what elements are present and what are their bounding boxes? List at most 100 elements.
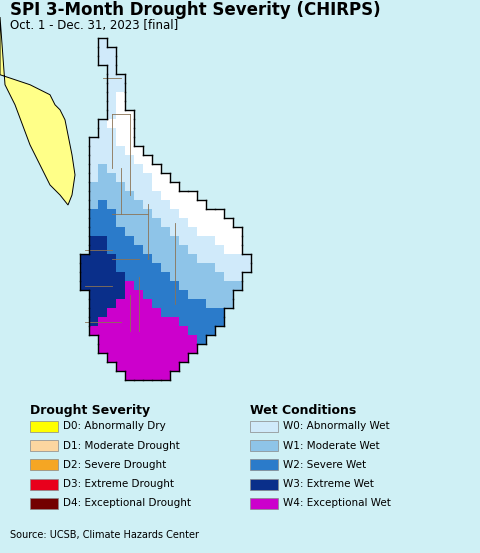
Bar [98,182,107,191]
Bar [233,236,242,245]
Bar [125,137,134,146]
Bar [242,254,251,263]
Bar [152,191,161,200]
Bar [170,290,179,299]
Bar [125,191,134,200]
Bar [152,173,161,182]
Bar [98,218,107,227]
Bar [224,299,233,308]
Bar [143,362,152,372]
Bar [215,209,224,218]
Bar [188,326,197,335]
Bar [89,227,98,236]
Bar [134,308,143,317]
Bar [107,308,116,317]
Bar [98,335,107,345]
Bar [98,299,107,308]
Bar [107,200,116,209]
Bar [206,281,215,290]
Bar [161,290,170,299]
Text: Source: UCSB, Climate Hazards Center: Source: UCSB, Climate Hazards Center [10,530,199,540]
Bar [179,326,188,335]
Bar [188,317,197,326]
Bar [179,317,188,326]
Bar [215,263,224,272]
Bar [215,227,224,236]
Bar [143,191,152,200]
Bar [170,272,179,281]
Bar [188,191,197,200]
Bar [134,290,143,299]
Bar [170,200,179,209]
Bar [89,281,98,290]
Bar [107,353,116,362]
Bar [125,308,134,317]
Bar [98,209,107,218]
Text: Drought Severity: Drought Severity [30,404,150,416]
Bar [107,335,116,345]
Bar [179,272,188,281]
Bar [125,299,134,308]
Bar [161,335,170,345]
Bar [161,254,170,263]
Bar [152,290,161,299]
Bar [143,372,152,380]
Bar [170,345,179,353]
Bar [107,146,116,155]
Bar [134,200,143,209]
Bar [161,326,170,335]
Bar [215,308,224,317]
Bar [233,281,242,290]
Bar [206,272,215,281]
Bar [170,326,179,335]
Bar [161,245,170,254]
Bar [179,290,188,299]
Bar [197,218,206,227]
Bar [215,254,224,263]
Bar [125,345,134,353]
Bar [170,317,179,326]
Bar [188,345,197,353]
Bar [197,290,206,299]
Bar [107,245,116,254]
Bar [98,38,107,46]
Bar [116,308,125,317]
Bar [206,209,215,218]
Bar [98,281,107,290]
Bar [134,227,143,236]
Bar [188,263,197,272]
Bar [170,362,179,372]
Bar [80,263,89,272]
Bar [89,308,98,317]
Bar [134,155,143,164]
Bar [170,308,179,317]
Bar [125,317,134,326]
Text: W4: Exceptional Wet: W4: Exceptional Wet [283,498,391,508]
Bar [215,236,224,245]
Bar [161,353,170,362]
Bar [197,263,206,272]
Bar [107,128,116,137]
Bar [30,421,58,432]
Bar [134,164,143,173]
Bar [161,272,170,281]
Text: W0: Abnormally Wet: W0: Abnormally Wet [283,421,390,431]
Bar [107,281,116,290]
Bar [161,209,170,218]
Bar [215,317,224,326]
Bar [143,272,152,281]
Bar [89,290,98,299]
Bar [215,299,224,308]
Bar [233,227,242,236]
Bar [134,372,143,380]
Bar [206,227,215,236]
Bar [143,218,152,227]
Bar [179,254,188,263]
Bar [143,345,152,353]
Bar [188,290,197,299]
Bar [188,335,197,345]
Bar [89,254,98,263]
Bar [107,65,116,74]
Bar [170,263,179,272]
Bar [152,218,161,227]
